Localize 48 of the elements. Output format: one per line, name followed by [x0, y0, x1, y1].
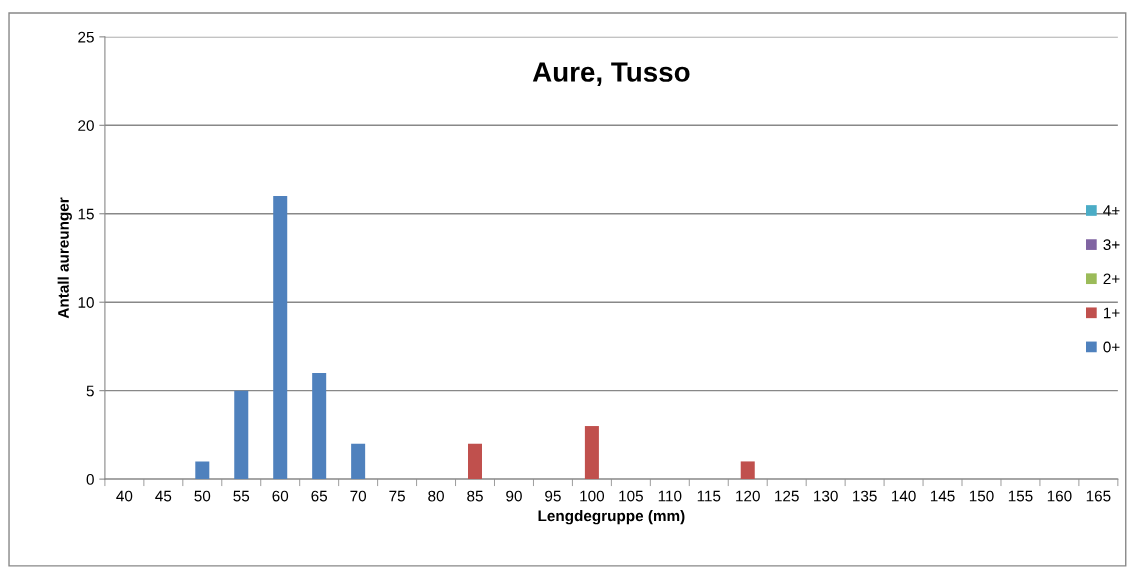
bar	[312, 372, 327, 480]
legend-label: 4+	[1103, 205, 1120, 216]
x-tick-label: 145	[930, 490, 955, 502]
x-tick-label: 100	[580, 490, 605, 502]
text: Aure, Tusso	[532, 62, 690, 86]
x-axis-title: Lengdegruppe (mm)	[538, 510, 685, 525]
legend-label: 2+	[1103, 273, 1120, 285]
x-tick-label: 120	[736, 490, 760, 502]
x-tick-label: 45	[155, 490, 172, 502]
x-tick-label: 95	[545, 490, 561, 502]
y-tick-label: 25	[78, 31, 94, 43]
x-tick-label: 70	[350, 490, 367, 502]
x-tick-label: 130	[814, 490, 838, 502]
legend-label: 1+	[1103, 307, 1120, 319]
y-tick-label: 0	[86, 473, 94, 485]
legend-label: 0+	[1103, 341, 1120, 353]
x-tick-label: 65	[311, 490, 328, 502]
x-tick-label: 165	[1086, 490, 1111, 502]
bar	[273, 196, 288, 480]
x-tick-label: 60	[272, 490, 289, 502]
x-tick-label: 155	[1008, 490, 1033, 502]
x-tick-label: 110	[658, 490, 682, 502]
y-tick-label: 15	[78, 208, 94, 220]
x-tick-label: 80	[428, 490, 444, 502]
x-tick-label: 105	[619, 490, 643, 502]
bar	[351, 443, 366, 480]
x-tick-label: 50	[194, 490, 211, 502]
x-tick-label: 160	[1047, 490, 1072, 502]
x-tick-label: 75	[389, 490, 405, 502]
x-tick-label: 125	[775, 490, 799, 502]
x-tick-label: 150	[969, 490, 994, 502]
x-tick-label: 85	[467, 490, 483, 502]
y-tick-label: 10	[78, 297, 94, 308]
x-tick-label: 55	[233, 490, 250, 502]
legend-label: 3+	[1103, 239, 1120, 251]
x-tick-label: 115	[697, 490, 721, 502]
x-tick-label: 140	[891, 490, 916, 502]
x-tick-label: 90	[506, 490, 522, 502]
x-tick-label: 40	[116, 490, 133, 502]
bar	[740, 461, 755, 480]
bar	[195, 461, 210, 480]
bar	[468, 443, 483, 480]
x-tick-label: 135	[853, 490, 877, 502]
bar	[584, 426, 599, 480]
bar	[234, 390, 249, 480]
y-tick-label: 20	[78, 120, 94, 131]
y-axis-title: Antall aureunger	[57, 197, 72, 319]
y-tick-label: 5	[86, 385, 94, 397]
